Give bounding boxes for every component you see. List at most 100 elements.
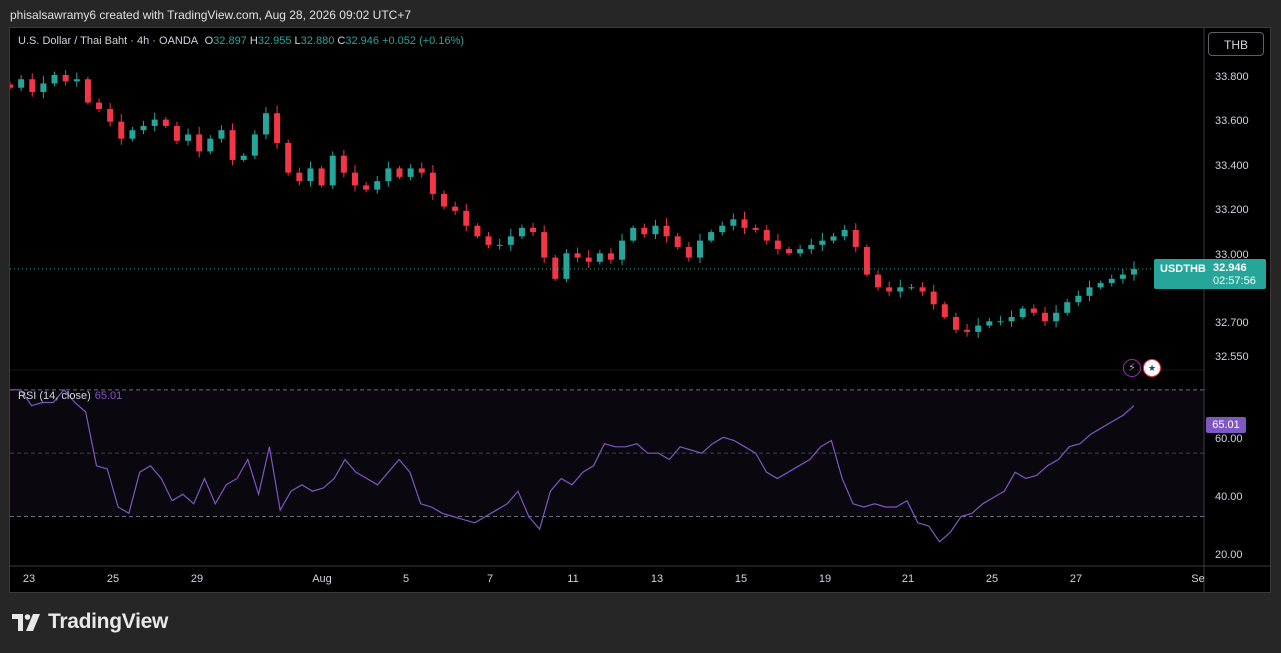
candle-body: [585, 257, 592, 262]
candle-body: [51, 74, 58, 84]
candle-body: [318, 168, 325, 186]
candle-body: [908, 287, 915, 289]
candle-body: [1086, 287, 1093, 296]
candle-body: [841, 229, 848, 237]
last-price-label: USDTHB 32.946 02:57:56: [1154, 259, 1266, 289]
chart-canvas[interactable]: [10, 28, 1270, 592]
candle-body: [663, 225, 670, 237]
candle-body: [507, 236, 514, 245]
chart-caption: phisalsawramy6 created with TradingView.…: [10, 8, 412, 22]
candle-body: [29, 79, 36, 92]
price-tag-symbol: USDTHB: [1160, 263, 1206, 275]
candle-body: [574, 253, 581, 258]
high-label: H: [249, 35, 258, 47]
time-axis-tick: 19: [818, 573, 832, 585]
price-tag-countdown: 02:57:56: [1213, 275, 1256, 287]
open-value: 32.897: [213, 35, 247, 47]
candle-body: [964, 329, 971, 332]
symbol-description[interactable]: U.S. Dollar / Thai Baht · 4h · OANDA: [18, 35, 198, 47]
candle-body: [619, 240, 626, 260]
rsi-axis-tick: 40.00: [1215, 491, 1243, 503]
candle-body: [10, 84, 13, 88]
candle-body: [630, 227, 637, 241]
candle-body: [752, 227, 759, 230]
candle-body: [73, 79, 80, 82]
candle-body: [151, 119, 158, 126]
candle-body: [463, 210, 470, 226]
rsi-value-label: 65.01: [1206, 417, 1246, 433]
candle-body: [763, 229, 770, 241]
tradingview-brand[interactable]: TradingView: [12, 610, 168, 634]
candle-body: [363, 185, 370, 190]
price-axis-tick: 33.200: [1215, 204, 1249, 216]
time-axis-tick: 5: [402, 573, 410, 585]
candle-body: [307, 168, 314, 182]
candle-body: [385, 168, 392, 182]
chart-frame: U.S. Dollar / Thai Baht · 4h · OANDA O32…: [9, 27, 1271, 593]
candle-body: [997, 321, 1004, 323]
candle-body: [251, 134, 258, 156]
candle-body: [18, 79, 25, 88]
brand-name: TradingView: [48, 610, 169, 633]
candle-body: [1075, 295, 1082, 303]
open-label: O: [204, 35, 214, 47]
candle-body: [696, 240, 703, 258]
time-axis-tick: 29: [190, 573, 204, 585]
candle-body: [207, 138, 214, 152]
lightning-event-icon[interactable]: ⚡: [1123, 359, 1141, 377]
candle-body: [474, 225, 481, 237]
time-axis-tick: 11: [567, 573, 579, 585]
rsi-label[interactable]: RSI (14, close): [18, 390, 91, 402]
candle-body: [240, 155, 247, 160]
candle-body: [229, 130, 236, 160]
price-axis-tick: 33.400: [1215, 160, 1249, 172]
candle-body: [96, 102, 103, 109]
candle-body: [919, 287, 926, 292]
close-value: 32.946: [345, 35, 379, 47]
candle-body: [274, 113, 281, 143]
candle-body: [786, 249, 793, 254]
candle-body: [641, 227, 648, 235]
candle-body: [563, 253, 570, 279]
candle-body: [429, 172, 436, 194]
candle-body: [329, 155, 336, 186]
close-label: C: [337, 35, 346, 47]
candle-body: [1131, 269, 1137, 275]
candle-body: [863, 246, 870, 275]
currency-button[interactable]: THB: [1208, 32, 1264, 56]
time-axis-tick: Aug: [312, 573, 332, 585]
candle-body: [185, 134, 192, 141]
candle-body: [1030, 308, 1037, 313]
candle-body: [1019, 308, 1026, 318]
us-flag-event-icon[interactable]: ★: [1143, 359, 1161, 377]
candle-body: [852, 229, 859, 247]
candle-body: [118, 121, 125, 139]
low-label: L: [294, 35, 301, 47]
candle-body: [1097, 283, 1104, 288]
candle-body: [496, 244, 503, 246]
candle-body: [518, 227, 525, 237]
candle-body: [674, 236, 681, 247]
time-axis-tick: 13: [650, 573, 664, 585]
candle-body: [296, 172, 303, 182]
candle-body: [708, 232, 715, 241]
candle-body: [173, 125, 180, 141]
price-axis-tick: 33.800: [1215, 71, 1249, 83]
candle-body: [975, 325, 982, 332]
low-value: 32.880: [300, 35, 335, 47]
candle-body: [819, 240, 826, 245]
candle-body: [607, 253, 614, 260]
candle-body: [652, 225, 659, 235]
time-axis-tick: 21: [901, 573, 915, 585]
candle-body: [452, 206, 459, 211]
candle-body: [808, 244, 815, 250]
high-value: 32.955: [257, 35, 292, 47]
candle-body: [107, 108, 114, 122]
candle-body: [685, 246, 692, 258]
candle-body: [897, 287, 904, 292]
candle-body: [84, 79, 91, 103]
time-axis-tick: 27: [1069, 573, 1083, 585]
candle-body: [285, 142, 292, 173]
candle-body: [374, 181, 381, 190]
symbol-legend: U.S. Dollar / Thai Baht · 4h · OANDA O32…: [18, 35, 464, 47]
